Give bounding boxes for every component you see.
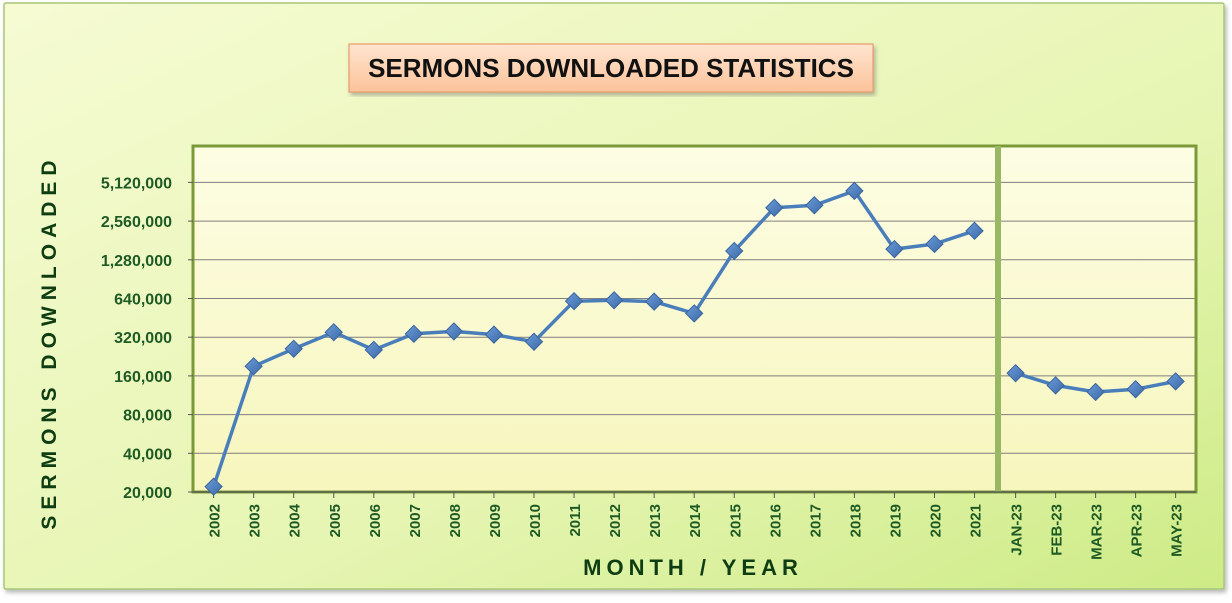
- x-tick-label: 2014: [687, 503, 704, 537]
- y-tick-label: 640,000: [114, 292, 172, 309]
- x-tick-label: 2004: [287, 503, 304, 537]
- data-point: [244, 357, 263, 376]
- x-tick-label: 2009: [487, 504, 504, 537]
- data-point: [204, 477, 223, 496]
- y-tick-label: 2,560,000: [101, 214, 172, 231]
- data-point: [564, 291, 584, 311]
- data-point: [725, 241, 744, 261]
- plot-background-yearly: [193, 146, 998, 492]
- x-tick-label: MAY-23: [1169, 504, 1186, 557]
- y-tick-label: 5,120,000: [101, 175, 172, 192]
- x-tick-label: 2018: [847, 504, 864, 537]
- x-tick-label: 2016: [767, 504, 784, 537]
- x-tick-label: 2003: [247, 504, 264, 537]
- x-tick-label: 2007: [407, 504, 424, 537]
- data-point: [644, 292, 664, 311]
- data-point: [524, 332, 544, 351]
- data-point: [684, 304, 704, 323]
- x-tick-label: 2015: [727, 504, 744, 537]
- data-point: [1086, 382, 1105, 402]
- x-tick-label: 2008: [447, 504, 464, 537]
- data-point: [805, 196, 824, 215]
- data-point: [484, 325, 504, 344]
- y-axis-title: SERMONS DOWNLOADED: [38, 154, 61, 529]
- data-point: [1046, 376, 1065, 395]
- data-point: [885, 239, 904, 259]
- y-tick-label: 320,000: [114, 330, 172, 347]
- x-tick-label: 2002: [207, 504, 224, 537]
- x-tick-label: APR-23: [1129, 504, 1146, 557]
- data-point: [284, 339, 303, 359]
- y-tick-label: 80,000: [123, 408, 172, 425]
- chart-title: SERMONS DOWNLOADED STATISTICS: [368, 53, 854, 83]
- x-tick-label: JAN-23: [1009, 504, 1026, 556]
- y-tick-label: 1,280,000: [101, 253, 172, 270]
- x-tick-label: 2011: [567, 504, 584, 537]
- data-point: [604, 291, 624, 310]
- chart-title-box: SERMONS DOWNLOADED STATISTICS: [348, 43, 874, 93]
- x-tick-label: 2021: [968, 504, 985, 537]
- y-tick-label: 160,000: [114, 369, 172, 386]
- y-tick-label: 40,000: [123, 446, 172, 463]
- x-tick-label: 2010: [527, 504, 544, 537]
- data-point: [404, 324, 424, 344]
- plot-area: 20,000 40,000 80,000 160,000 320,000 640,000 1…: [38, 144, 1198, 580]
- x-tick-label: 2017: [807, 504, 824, 537]
- data-point: [765, 198, 784, 217]
- x-tick-label: FEB-23: [1049, 504, 1066, 556]
- x-tick-label: 2020: [928, 504, 945, 537]
- data-point: [845, 181, 864, 201]
- x-tick-label: 2013: [647, 504, 664, 537]
- data-point: [324, 322, 343, 342]
- x-tick-label: MAR-23: [1089, 504, 1106, 560]
- plot-background-monthly: [998, 146, 1196, 492]
- data-point: [444, 322, 464, 341]
- data-point: [1126, 380, 1145, 399]
- data-point: [1166, 372, 1185, 391]
- x-tick-label: 2019: [887, 504, 904, 537]
- chart-title-background: [348, 43, 874, 93]
- x-tick-label: 2006: [367, 504, 384, 537]
- data-point: [925, 234, 944, 254]
- y-tick-label: 20,000: [123, 485, 172, 502]
- data-point: [1006, 363, 1025, 383]
- data-point: [965, 221, 984, 241]
- x-tick-label: 2012: [607, 504, 624, 537]
- x-axis-title: MONTH / YEAR: [583, 555, 803, 580]
- x-tick-label: 2005: [327, 504, 344, 537]
- data-point: [364, 340, 384, 360]
